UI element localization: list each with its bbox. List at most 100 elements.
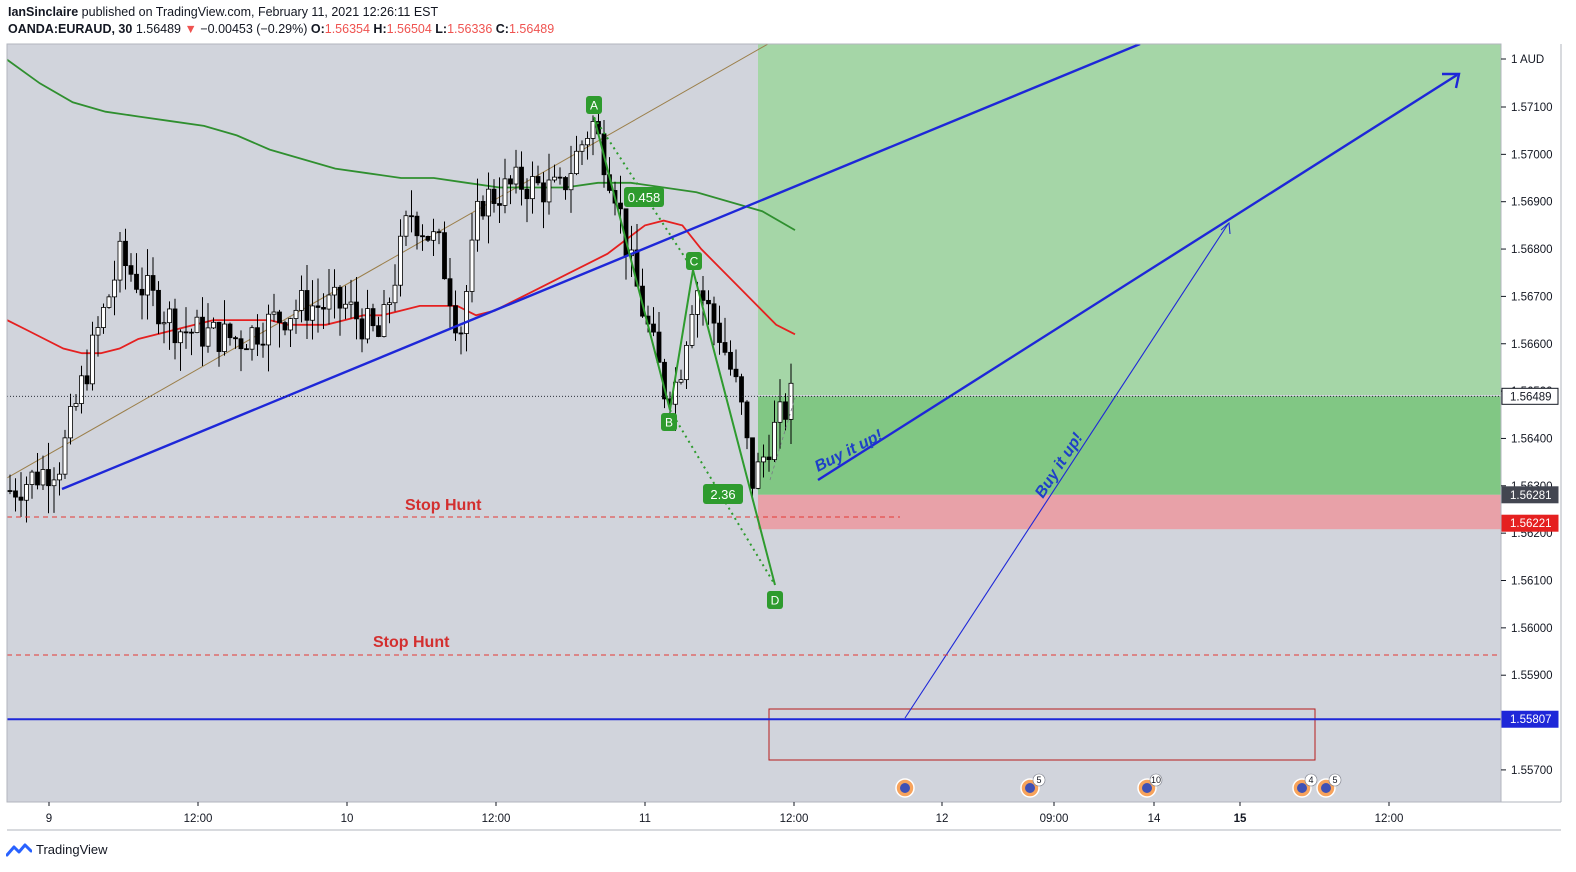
candle-body[interactable] bbox=[442, 232, 447, 280]
candle-body[interactable] bbox=[266, 313, 271, 346]
candle-body[interactable] bbox=[436, 231, 442, 234]
support-box[interactable] bbox=[768, 708, 1316, 761]
pattern-point-d-badge[interactable] bbox=[767, 591, 783, 609]
candle-body[interactable] bbox=[750, 437, 755, 489]
candle-body[interactable] bbox=[744, 401, 750, 439]
candle-body[interactable] bbox=[788, 382, 794, 420]
price-tag-red[interactable] bbox=[1501, 514, 1559, 532]
candle-body[interactable] bbox=[541, 182, 546, 203]
candle-body[interactable] bbox=[73, 403, 79, 407]
candle-body[interactable] bbox=[711, 303, 717, 324]
candle-body[interactable] bbox=[409, 215, 414, 218]
candle-body[interactable] bbox=[205, 327, 211, 347]
candle-body[interactable] bbox=[546, 179, 552, 203]
candle-body[interactable] bbox=[211, 321, 216, 329]
price-tag-current[interactable] bbox=[1501, 387, 1559, 405]
candle-body[interactable] bbox=[376, 325, 381, 337]
candle-body[interactable] bbox=[101, 307, 106, 328]
candle-body[interactable] bbox=[777, 401, 783, 423]
candle-body[interactable] bbox=[431, 231, 436, 241]
moving-average-fast[interactable] bbox=[7, 219, 796, 355]
candle-body[interactable] bbox=[700, 290, 706, 301]
candle-body[interactable] bbox=[13, 490, 18, 498]
candle-body[interactable] bbox=[656, 331, 662, 363]
candle-body[interactable] bbox=[475, 200, 480, 241]
candle-body[interactable] bbox=[123, 240, 128, 267]
candle-body[interactable] bbox=[491, 188, 497, 204]
candle-body[interactable] bbox=[574, 150, 579, 175]
candle-body[interactable] bbox=[497, 203, 502, 206]
candle-body[interactable] bbox=[216, 321, 222, 352]
channel-line[interactable] bbox=[7, 44, 769, 479]
candle-body[interactable] bbox=[222, 323, 227, 352]
ratio-badge-2[interactable] bbox=[703, 484, 743, 504]
candle-body[interactable] bbox=[370, 308, 376, 327]
candle-body[interactable] bbox=[172, 308, 178, 344]
pattern-point-a-badge[interactable] bbox=[586, 96, 602, 114]
candle-body[interactable] bbox=[348, 301, 354, 305]
candle-body[interactable] bbox=[552, 176, 557, 181]
candle-body[interactable] bbox=[227, 323, 233, 339]
candle-body[interactable] bbox=[178, 331, 183, 344]
candle-body[interactable] bbox=[398, 235, 403, 286]
candle-body[interactable] bbox=[18, 496, 24, 501]
candle-body[interactable] bbox=[524, 188, 530, 200]
candle-body[interactable] bbox=[167, 308, 172, 324]
candle-body[interactable] bbox=[722, 342, 728, 353]
candle-body[interactable] bbox=[40, 469, 46, 486]
candle-body[interactable] bbox=[425, 235, 431, 241]
projection-arrow[interactable] bbox=[817, 73, 1458, 482]
candle-body[interactable] bbox=[57, 473, 62, 481]
candle-body[interactable] bbox=[403, 215, 409, 237]
candle-body[interactable] bbox=[238, 338, 244, 350]
candle-body[interactable] bbox=[260, 343, 266, 346]
candle-body[interactable] bbox=[249, 327, 255, 350]
candle-body[interactable] bbox=[326, 294, 332, 310]
candle-body[interactable] bbox=[519, 166, 524, 190]
candle-body[interactable] bbox=[365, 308, 370, 340]
candle-body[interactable] bbox=[480, 200, 486, 217]
author-name[interactable]: IanSinclaire bbox=[8, 5, 79, 19]
candle-body[interactable] bbox=[145, 275, 150, 296]
candle-body[interactable] bbox=[150, 275, 156, 291]
candle-body[interactable] bbox=[315, 305, 321, 308]
candle-body[interactable] bbox=[579, 144, 585, 152]
candle-body[interactable] bbox=[354, 301, 359, 320]
candle-body[interactable] bbox=[200, 316, 205, 347]
candle-body[interactable] bbox=[766, 456, 772, 460]
candle-body[interactable] bbox=[755, 461, 761, 489]
candle-body[interactable] bbox=[359, 318, 365, 340]
candle-body[interactable] bbox=[568, 173, 574, 191]
candle-body[interactable] bbox=[282, 322, 288, 331]
candle-body[interactable] bbox=[90, 334, 95, 385]
candle-body[interactable] bbox=[51, 479, 57, 487]
candle-body[interactable] bbox=[7, 490, 13, 492]
candle-body[interactable] bbox=[447, 278, 453, 307]
stop-hunt-annotation-1[interactable]: Stop Hunt bbox=[405, 497, 482, 514]
candle-body[interactable] bbox=[739, 376, 744, 403]
candle-body[interactable] bbox=[387, 302, 392, 305]
candle-body[interactable] bbox=[62, 437, 68, 475]
candle-body[interactable] bbox=[134, 273, 139, 290]
candle-body[interactable] bbox=[535, 176, 541, 184]
candle-body[interactable] bbox=[139, 288, 145, 296]
pattern-point-c-badge[interactable] bbox=[686, 252, 702, 270]
candle-body[interactable] bbox=[618, 202, 623, 210]
ratio-badge-1[interactable] bbox=[624, 187, 664, 207]
candle-body[interactable] bbox=[678, 379, 684, 383]
candle-body[interactable] bbox=[706, 299, 711, 305]
candle-body[interactable] bbox=[761, 456, 766, 463]
candle-body[interactable] bbox=[563, 177, 568, 191]
price-tag-blue[interactable] bbox=[1501, 710, 1559, 728]
candle-body[interactable] bbox=[458, 332, 464, 335]
candle-body[interactable] bbox=[392, 284, 398, 304]
candle-body[interactable] bbox=[684, 345, 689, 381]
price-axis[interactable]: 1 AUD 1.57100 1.57000 1.56900 1.56800 1.56700… bbox=[1500, 44, 1562, 802]
candle-body[interactable] bbox=[189, 331, 194, 334]
candle-body[interactable] bbox=[337, 286, 343, 309]
candle-body[interactable] bbox=[117, 240, 123, 281]
candle-body[interactable] bbox=[194, 316, 200, 333]
candle-body[interactable] bbox=[233, 337, 238, 340]
candle-body[interactable] bbox=[381, 304, 387, 337]
